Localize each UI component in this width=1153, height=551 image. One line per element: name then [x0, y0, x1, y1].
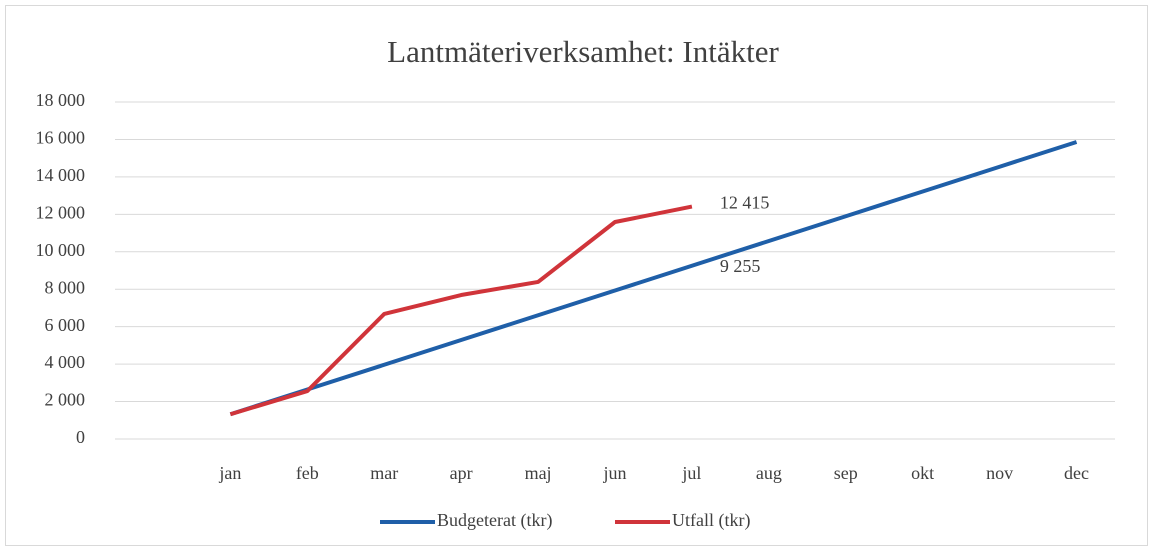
data-label: 12 415: [720, 193, 770, 213]
x-tick-label: apr: [450, 463, 473, 483]
y-tick-label: 2 000: [45, 390, 86, 410]
series-line: [229, 204, 693, 417]
y-tick-label: 10 000: [36, 240, 86, 260]
x-tick-label: sep: [834, 463, 858, 483]
y-tick-label: 4 000: [45, 352, 86, 372]
data-label: 9 255: [720, 256, 761, 276]
y-tick-label: 18 000: [36, 90, 86, 110]
x-tick-label: maj: [525, 463, 552, 483]
y-tick-label: 12 000: [36, 202, 86, 222]
x-tick-label: jul: [681, 463, 701, 483]
x-tick-label: jun: [602, 463, 626, 483]
x-tick-label: mar: [370, 463, 398, 483]
y-tick-label: 8 000: [45, 277, 86, 297]
x-tick-label: nov: [986, 463, 1013, 483]
y-tick-label: 6 000: [45, 315, 86, 335]
series-line: [229, 140, 1078, 417]
x-tick-label: feb: [296, 463, 319, 483]
y-tick-label: 14 000: [36, 165, 86, 185]
y-tick-label: 16 000: [36, 128, 86, 148]
legend-label: Budgeterat (tkr): [437, 510, 552, 531]
x-tick-label: okt: [911, 463, 934, 483]
x-tick-label: aug: [756, 463, 782, 483]
legend-label: Utfall (tkr): [672, 510, 750, 531]
y-tick-label: 0: [76, 427, 85, 447]
chart-title: Lantmäteriverksamhet: Intäkter: [387, 34, 779, 69]
chart-frame: [5, 5, 1148, 546]
x-tick-label: jan: [218, 463, 241, 483]
x-tick-label: dec: [1064, 463, 1089, 483]
